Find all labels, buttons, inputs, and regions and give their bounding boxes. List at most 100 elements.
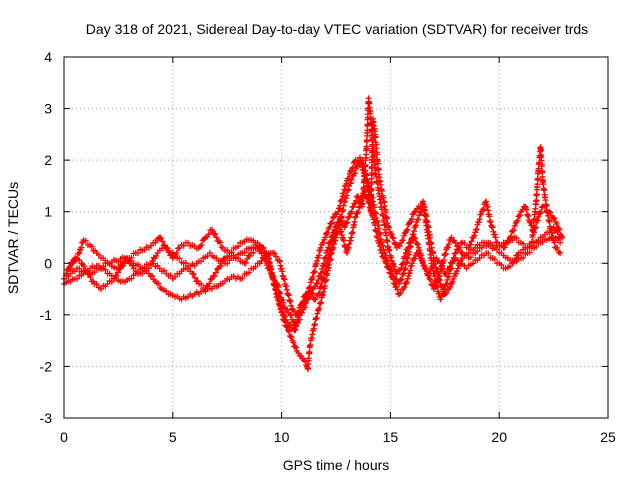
data-point-1703 [326, 239, 333, 246]
data-point-1804 [397, 290, 404, 297]
data-point-1193 [348, 208, 355, 215]
data-point-644 [328, 220, 335, 227]
data-point-1650 [278, 296, 285, 303]
data-point-1012 [95, 262, 102, 269]
x-axis-label: GPS time / hours [283, 457, 390, 473]
data-point-1915 [550, 224, 557, 231]
data-point-987 [551, 215, 558, 222]
data-point-1629 [258, 250, 265, 257]
data-point-865 [437, 296, 444, 303]
data-point-1837 [427, 276, 434, 283]
data-point-537 [219, 244, 226, 251]
data-point-1747 [356, 204, 363, 211]
data-point-1836 [426, 275, 433, 282]
data-point-1348 [412, 235, 419, 242]
data-point-978 [537, 208, 544, 215]
y-tick-label: 4 [44, 49, 52, 65]
data-point-1640 [270, 273, 277, 280]
data-point-1143 [312, 296, 319, 303]
data-point-535 [217, 239, 224, 246]
data-point-1913 [546, 229, 553, 236]
data-point-1080 [239, 275, 246, 282]
data-point-137 [290, 339, 297, 346]
y-axis-label: SDTVAR / TECUs [5, 182, 21, 294]
data-point-1400 [476, 255, 483, 262]
data-point-949 [514, 217, 521, 224]
data-point-1326 [391, 263, 398, 270]
data-point-794 [389, 234, 396, 241]
plot-frame [63, 56, 609, 419]
data-point-927 [489, 224, 496, 231]
data-point-900 [471, 232, 478, 239]
data-point-1597 [206, 280, 213, 287]
data-point-132 [285, 328, 292, 335]
data-point-1536 [93, 281, 100, 288]
data-point-632 [317, 244, 324, 251]
data-point-1920 [557, 234, 564, 241]
data-point-886 [452, 249, 459, 256]
data-point-1880 [474, 248, 481, 255]
data-point-441 [557, 239, 564, 246]
data-point-389 [453, 270, 460, 277]
data-point-1407 [491, 256, 498, 263]
data-point-135 [288, 334, 295, 341]
data-point-1520 [69, 259, 76, 266]
data-point-1824 [414, 250, 421, 257]
data-point-5 [71, 268, 78, 275]
data-point-1807 [401, 284, 408, 291]
data-point-1791 [385, 265, 392, 272]
data-point-1756 [362, 189, 369, 196]
data-point-544 [235, 243, 242, 250]
x-tick-label: 10 [274, 429, 290, 445]
data-point-897 [468, 238, 475, 245]
data-point-989 [553, 220, 560, 227]
data-point-1821 [411, 255, 418, 262]
data-point-1684 [313, 280, 320, 287]
data-point-1530 [84, 270, 91, 277]
y-tick-label: 3 [44, 101, 52, 117]
data-point-462 [88, 243, 95, 250]
data-point-1351 [414, 241, 421, 248]
data-point-1796 [390, 275, 397, 282]
data-point-55 [176, 255, 183, 262]
data-point-65 [198, 258, 205, 265]
data-point-931 [492, 234, 499, 241]
data-point-1590 [194, 277, 201, 284]
data-point-1788 [383, 260, 390, 267]
data-point-1372 [433, 255, 440, 262]
data-point-531 [212, 231, 219, 238]
data-point-1919 [555, 233, 562, 240]
data-point-1083 [245, 269, 252, 276]
data-point-1342 [405, 244, 412, 251]
data-point-793 [388, 231, 395, 238]
data-point-1901 [520, 240, 527, 247]
data-point-521 [198, 241, 205, 248]
data-point-451 [74, 250, 81, 257]
data-point-58 [182, 259, 189, 266]
data-point-1015 [102, 266, 109, 273]
data-point-942 [508, 233, 515, 240]
data-point-1601 [211, 273, 218, 280]
data-point-459 [82, 237, 89, 244]
data-point-640 [324, 229, 331, 236]
data-point-1390 [454, 257, 461, 264]
data-point-1037 [149, 272, 156, 279]
data-point-1518 [66, 263, 73, 270]
data-point-1387 [449, 258, 456, 265]
data-point-1898 [513, 235, 520, 242]
data-point-1786 [381, 254, 388, 261]
data-point-1844 [433, 279, 440, 286]
data-point-1656 [284, 306, 291, 313]
data-point-1670 [298, 309, 305, 316]
data-point-795 [390, 235, 397, 242]
data-point-868 [440, 291, 447, 298]
data-point-1097 [273, 253, 280, 260]
data-point-670 [349, 165, 356, 172]
data-point-946 [511, 222, 518, 229]
data-point-1324 [389, 260, 396, 267]
data-point-1905 [528, 242, 535, 249]
data-point-1818 [409, 260, 416, 267]
data-point-812 [406, 219, 413, 226]
data-point-1417 [511, 256, 518, 263]
data-point-85 [241, 249, 248, 256]
